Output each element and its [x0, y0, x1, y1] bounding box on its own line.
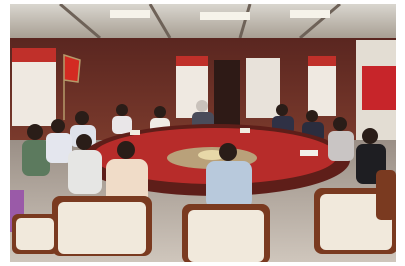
scene-shape [196, 100, 208, 112]
left-poster-header [12, 48, 56, 62]
scene-shape [75, 111, 89, 125]
scene-shape [68, 150, 102, 194]
scene-shape [117, 141, 135, 159]
ceiling-light [290, 10, 330, 18]
scene-shape [112, 116, 132, 134]
scene-shape [376, 170, 396, 220]
name-card [130, 130, 140, 135]
scene-shape [16, 218, 54, 250]
scene-shape [333, 117, 347, 131]
scene-shape [206, 161, 252, 209]
center-poster-header [176, 56, 208, 66]
wall-panel [246, 58, 280, 118]
photo-scene [0, 0, 405, 266]
scene-shape [306, 110, 318, 122]
scene-shape [58, 202, 146, 254]
name-card [240, 128, 250, 133]
scene-shape [362, 128, 378, 144]
scene-shape [328, 131, 354, 161]
scene-shape [51, 119, 65, 133]
scene-shape [154, 106, 166, 118]
page: (() => { const data = JSON.parse(documen… [0, 0, 405, 266]
ceiling-light [200, 12, 250, 20]
scene-shape [22, 140, 50, 176]
scene [10, 4, 398, 264]
scene-shape [188, 210, 264, 262]
scene-shape [27, 124, 43, 140]
scene-shape [219, 143, 237, 161]
doorway [214, 60, 240, 126]
ceiling-light [110, 10, 150, 18]
right-poster-header [308, 56, 336, 66]
scene-shape [116, 104, 128, 116]
scene-shape [276, 104, 288, 116]
red-screen [362, 66, 396, 110]
papers [300, 150, 318, 156]
scene-shape [76, 134, 92, 150]
